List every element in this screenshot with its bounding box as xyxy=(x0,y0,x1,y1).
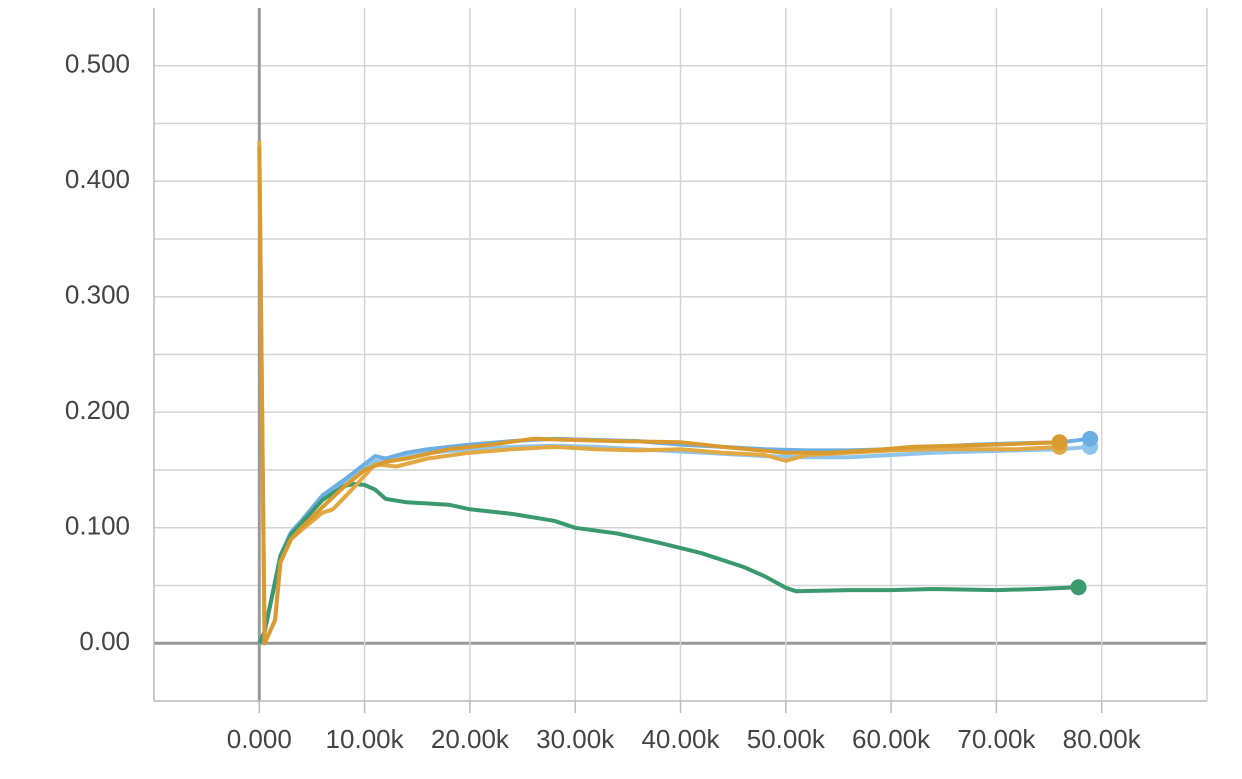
y-tick-label: 0.300 xyxy=(65,280,130,310)
x-tick-label: 0.000 xyxy=(227,724,292,754)
x-tick-label: 50.00k xyxy=(747,724,826,754)
series-end-marker xyxy=(1070,579,1087,596)
y-tick-label: 0.100 xyxy=(65,511,130,541)
x-tick-label: 70.00k xyxy=(957,724,1036,754)
y-tick-label: 0.200 xyxy=(65,395,130,425)
series-line xyxy=(257,481,1079,645)
x-tick-label: 20.00k xyxy=(431,724,510,754)
x-tick-label: 40.00k xyxy=(641,724,720,754)
x-tick-label: 30.00k xyxy=(536,724,615,754)
x-tick-label: 60.00k xyxy=(852,724,931,754)
y-tick-label: 0.500 xyxy=(65,49,130,79)
series-end-marker xyxy=(1082,430,1099,447)
y-tick-label: 0.400 xyxy=(65,164,130,194)
series-line xyxy=(257,140,1060,646)
series-end-marker xyxy=(1051,434,1068,451)
x-tick-label: 10.00k xyxy=(326,724,405,754)
series-line xyxy=(257,443,1091,645)
y-tick-label: 0.00 xyxy=(79,626,130,656)
series-line xyxy=(257,146,1060,646)
x-tick-label: 80.00k xyxy=(1063,724,1142,754)
